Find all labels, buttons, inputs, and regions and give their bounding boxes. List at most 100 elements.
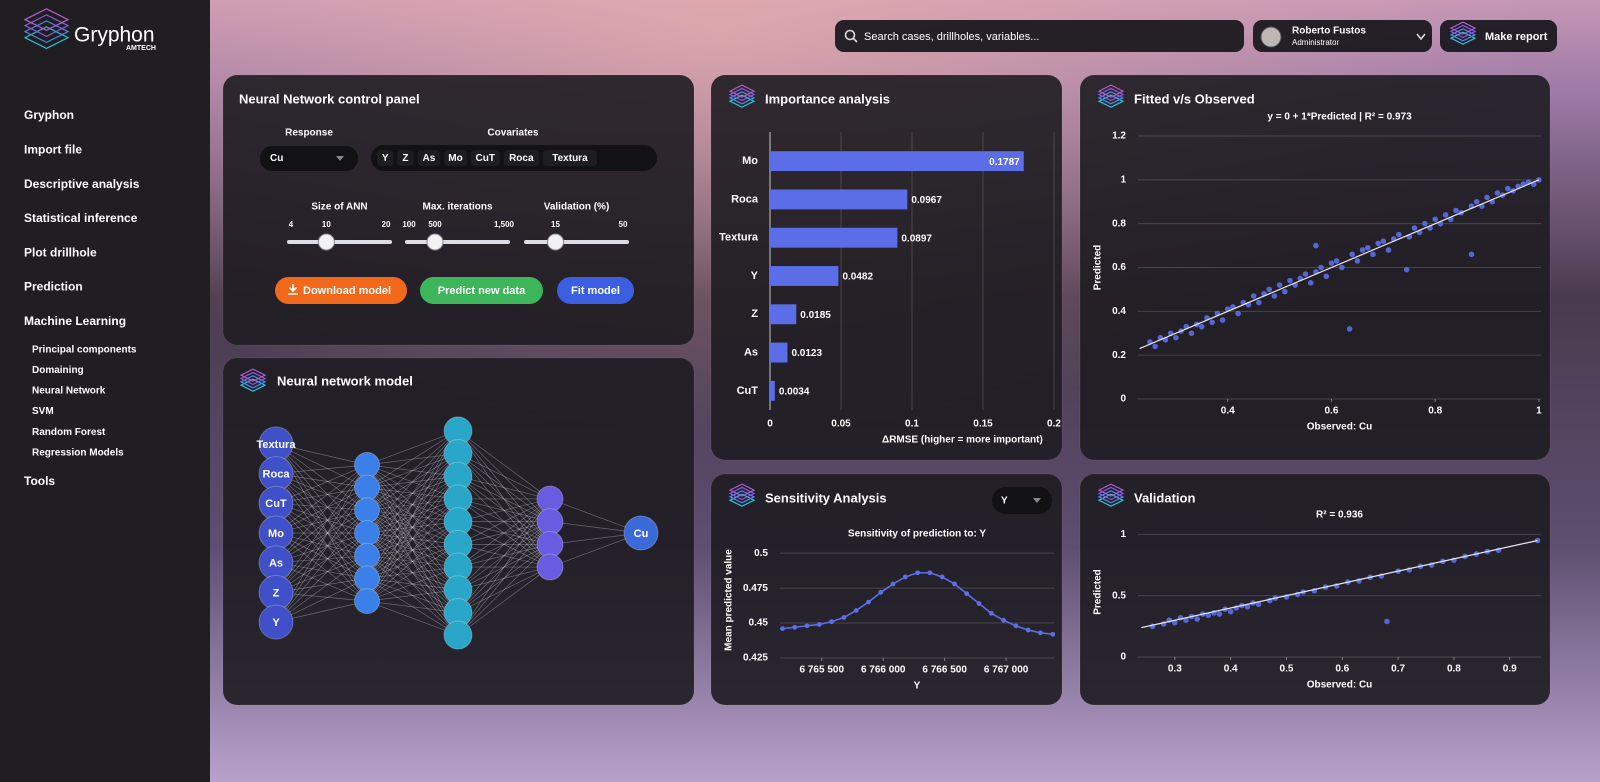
edge xyxy=(457,498,551,522)
edge xyxy=(457,566,551,591)
edge xyxy=(366,578,459,636)
edge xyxy=(366,453,459,579)
chart-subtitle: R² = 0.936 xyxy=(1316,510,1363,521)
covariate-chip-label[interactable]: Mo xyxy=(448,153,462,164)
edge xyxy=(366,600,459,636)
bar xyxy=(770,151,1024,172)
edge xyxy=(366,555,459,568)
edge xyxy=(366,498,459,579)
chart-panel: Sensitivity Analysis 0.425 0.45 0.475 0.5 6 7… xyxy=(710,473,1063,706)
covariate-chip-label[interactable]: Roca xyxy=(509,153,534,164)
neuron xyxy=(354,542,380,569)
slider-track xyxy=(287,240,392,244)
nav-item[interactable]: Statistical inference xyxy=(24,211,138,225)
slider-thumb[interactable] xyxy=(317,233,335,251)
user-name: Roberto Fustos xyxy=(1292,26,1366,37)
edge xyxy=(457,544,551,568)
scatter-point xyxy=(1276,282,1283,288)
covariate-chip-label[interactable]: Z xyxy=(402,153,408,164)
value-label: 0.0897 xyxy=(901,233,932,244)
slider-thumb[interactable] xyxy=(426,233,444,251)
header: Search cases, drillholes, variables... Ro… xyxy=(835,20,1557,52)
chart-subtitle: Sensitivity of prediction to: Y xyxy=(848,529,986,540)
edge xyxy=(275,510,368,623)
edge xyxy=(457,566,551,613)
neuron xyxy=(536,530,564,558)
nav-item[interactable]: Machine Learning xyxy=(24,314,126,328)
chart-subtitle: y = 0 + 1*Predicted | R² = 0.973 xyxy=(1267,112,1412,123)
bar xyxy=(770,266,839,286)
edge xyxy=(366,464,459,477)
search-bg xyxy=(835,20,1244,52)
variable-dropdown[interactable]: Y xyxy=(992,487,1052,514)
edge xyxy=(366,430,459,602)
make-report-button[interactable]: Make report xyxy=(1440,20,1557,52)
edge xyxy=(457,566,551,636)
response-dropdown[interactable]: Cu xyxy=(260,146,358,171)
scatter-point xyxy=(1209,319,1215,326)
nav-item[interactable]: Import file xyxy=(24,142,82,156)
nav-item[interactable]: Plot drillhole xyxy=(24,245,97,259)
y-tick-label: Y xyxy=(751,270,759,282)
edge xyxy=(457,544,551,613)
nav-subitem[interactable]: Domaining xyxy=(32,365,84,376)
edge xyxy=(275,473,368,579)
action-button[interactable]: Download model xyxy=(275,277,407,304)
scatter-point xyxy=(1505,185,1511,192)
x-tick-label: 0.7 xyxy=(1391,664,1405,675)
action-button[interactable]: Predict new data xyxy=(420,277,543,304)
edge xyxy=(366,521,459,579)
scatter-point xyxy=(1403,266,1410,273)
x-axis-label: Observed: Cu xyxy=(1307,680,1373,691)
x-tick-label: 6 766 500 xyxy=(922,665,967,676)
edge xyxy=(457,544,551,568)
x-axis-label: Y xyxy=(914,681,921,692)
covariate-chip-label[interactable]: Y xyxy=(382,153,389,164)
panel-bg xyxy=(710,74,1063,461)
nav-subitem[interactable]: SVM xyxy=(32,406,54,417)
y-tick-label: 0.45 xyxy=(749,618,769,629)
edge xyxy=(366,487,459,545)
covariate-chip-label[interactable]: CuT xyxy=(476,153,495,164)
nav-subitem[interactable]: Regression Models xyxy=(32,447,124,458)
covariate-chip-label[interactable]: As xyxy=(423,153,436,164)
edge xyxy=(366,555,459,591)
line-marker xyxy=(964,591,970,597)
nav-item[interactable]: Prediction xyxy=(24,280,83,294)
edge xyxy=(366,487,459,613)
edge xyxy=(457,521,551,568)
y-tick-label: 0 xyxy=(1120,394,1126,405)
line-marker xyxy=(853,608,859,613)
slider[interactable]: Size of ANN 4 20 10 xyxy=(287,202,392,251)
edge xyxy=(366,510,459,613)
scatter-point xyxy=(1152,343,1158,350)
slider-thumb[interactable] xyxy=(547,233,564,251)
neuron-label: Mo xyxy=(268,528,284,540)
nav-subitem[interactable]: Principal components xyxy=(32,344,137,355)
covariate-chip-label[interactable]: Textura xyxy=(552,153,588,164)
edge xyxy=(457,475,551,545)
edge xyxy=(457,430,551,522)
edge xyxy=(366,453,459,534)
scatter-point xyxy=(1194,616,1200,622)
covariates-select[interactable]: Y Z As Mo CuT Roca Textura xyxy=(371,145,657,171)
edge xyxy=(366,521,459,602)
nav-subitem[interactable]: Neural Network xyxy=(32,386,106,397)
nav-item[interactable]: Tools xyxy=(24,474,55,488)
icon-layer xyxy=(23,8,70,32)
scatter-point xyxy=(1323,273,1330,280)
slider[interactable]: Max. iterations 100 1,500 500 xyxy=(402,202,515,251)
edge xyxy=(275,473,368,602)
nav-subitem[interactable]: Random Forest xyxy=(32,427,106,438)
y-tick-label: 0.6 xyxy=(1112,262,1126,273)
edge xyxy=(275,464,368,563)
action-button[interactable]: Fit model xyxy=(557,277,634,304)
icon-layer xyxy=(1097,94,1125,108)
search-box[interactable]: Search cases, drillholes, variables... xyxy=(835,20,1244,52)
slider[interactable]: Validation (%) 50 15 xyxy=(524,202,629,251)
line-marker xyxy=(878,589,884,595)
nav-item[interactable]: Descriptive analysis xyxy=(24,177,140,191)
nav-item[interactable]: Gryphon xyxy=(24,108,74,122)
bar xyxy=(770,342,788,363)
